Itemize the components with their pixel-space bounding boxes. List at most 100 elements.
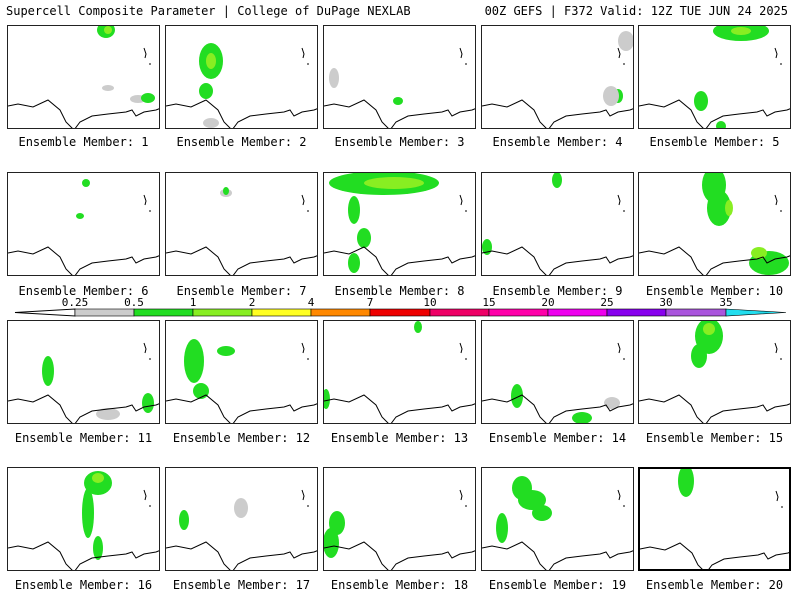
map-canvas [166, 489, 317, 570]
scp-contour-fill [691, 344, 707, 368]
scp-contour-fill [707, 190, 731, 226]
colorbar-tick-label: 7 [366, 296, 374, 309]
coastline [324, 246, 475, 275]
scp-contour-fill [703, 323, 715, 335]
ensemble-map-5 [638, 25, 791, 129]
ensemble-map-6 [7, 172, 160, 276]
coastline [482, 99, 633, 128]
colorbar-tick-label: 15 [482, 296, 496, 309]
map-canvas [8, 342, 159, 423]
island-outline [617, 342, 625, 360]
panel-label: Ensemble Member: 4 [492, 135, 623, 149]
coastline [166, 541, 317, 570]
scp-contour-fill [76, 213, 84, 219]
colorbar-tick-label: 20 [541, 296, 555, 309]
ensemble-map-9 [481, 172, 634, 276]
scp-contour-fill [604, 397, 620, 409]
island-outline [301, 194, 309, 212]
scp-contour-fill [694, 91, 708, 111]
panel-label: Ensemble Member: 1 [18, 135, 149, 149]
panel-label: Ensemble Member: 15 [645, 431, 784, 445]
coastline [639, 99, 790, 128]
coastline [324, 541, 475, 570]
ensemble-map-8 [323, 172, 476, 276]
panel-label: Ensemble Member: 19 [488, 578, 627, 592]
colorbar-segment [488, 308, 549, 317]
ensemble-map-13 [323, 320, 476, 424]
scp-contour-fill [42, 356, 54, 386]
scp-contour-fill [102, 85, 114, 91]
colorbar-segment [606, 308, 667, 317]
scp-contour-fill [141, 93, 155, 103]
scp-contour-fill [203, 118, 219, 128]
panel-label: Ensemble Member: 9 [492, 284, 623, 298]
scp-contour-fill [329, 68, 339, 88]
island-outline [459, 489, 467, 507]
ensemble-map-18 [323, 467, 476, 571]
map-canvas [166, 339, 317, 423]
map-canvas [8, 26, 159, 128]
ensemble-map-7 [165, 172, 318, 276]
color-scale-bar [14, 308, 787, 317]
scp-contour-fill [393, 97, 403, 105]
colorbar-segment [369, 308, 431, 317]
scp-contour-fill [92, 473, 104, 483]
panel-label: Ensemble Member: 20 [645, 578, 784, 592]
coastline [166, 394, 317, 423]
scp-contour-fill [348, 196, 360, 224]
colorbar-segment [547, 308, 608, 317]
page-title: Supercell Composite Parameter | College … [6, 4, 411, 18]
coastline [8, 246, 159, 275]
colorbar-segment [192, 308, 253, 317]
ensemble-map-11 [7, 320, 160, 424]
ensemble-map-19 [481, 467, 634, 571]
ensemble-map-15 [638, 320, 791, 424]
island-outline [143, 194, 151, 212]
colorbar-tick-label: 0.5 [124, 296, 144, 309]
coastline [8, 541, 159, 570]
scp-contour-fill [603, 86, 619, 106]
scp-contour-fill [496, 513, 508, 543]
colorbar-tick-label: 2 [248, 296, 256, 309]
scp-contour-fill [532, 505, 552, 521]
panel-label: Ensemble Member: 7 [176, 284, 307, 298]
scp-contour-fill [414, 321, 422, 333]
scp-contour-fill [184, 339, 204, 383]
map-canvas [324, 47, 475, 128]
scp-contour-fill [678, 469, 694, 497]
scp-contour-fill [348, 253, 360, 273]
island-outline [143, 489, 151, 507]
map-canvas [482, 173, 633, 275]
colorbar-segment [725, 308, 787, 317]
map-canvas [166, 187, 317, 275]
panel-label: Ensemble Member: 12 [172, 431, 311, 445]
colorbar-tick-label: 1 [189, 296, 197, 309]
ensemble-map-20 [638, 467, 791, 571]
scp-contour-fill [324, 389, 330, 409]
scp-contour-fill [93, 536, 103, 560]
scp-contour-fill [511, 384, 523, 408]
island-outline [301, 342, 309, 360]
island-outline [774, 342, 782, 360]
coastline [639, 246, 790, 275]
colorbar-tick-label: 25 [600, 296, 614, 309]
island-outline [459, 342, 467, 360]
scp-contour-fill [234, 498, 248, 518]
island-outline [143, 342, 151, 360]
coastline [639, 394, 790, 423]
ensemble-map-17 [165, 467, 318, 571]
island-outline [774, 47, 782, 65]
map-canvas [639, 321, 790, 423]
colorbar-tick-label: 0.25 [61, 296, 89, 309]
scp-contour-fill [552, 173, 562, 188]
scp-contour-fill [206, 53, 216, 69]
ensemble-map-12 [165, 320, 318, 424]
scp-contour-fill [364, 177, 424, 189]
map-canvas [482, 342, 633, 423]
coastline [324, 394, 475, 423]
colorbar-low-arrow [14, 308, 76, 317]
panel-label: Ensemble Member: 10 [645, 284, 784, 298]
coastline [324, 99, 475, 128]
panel-label: Ensemble Member: 18 [330, 578, 469, 592]
map-canvas [482, 476, 633, 570]
